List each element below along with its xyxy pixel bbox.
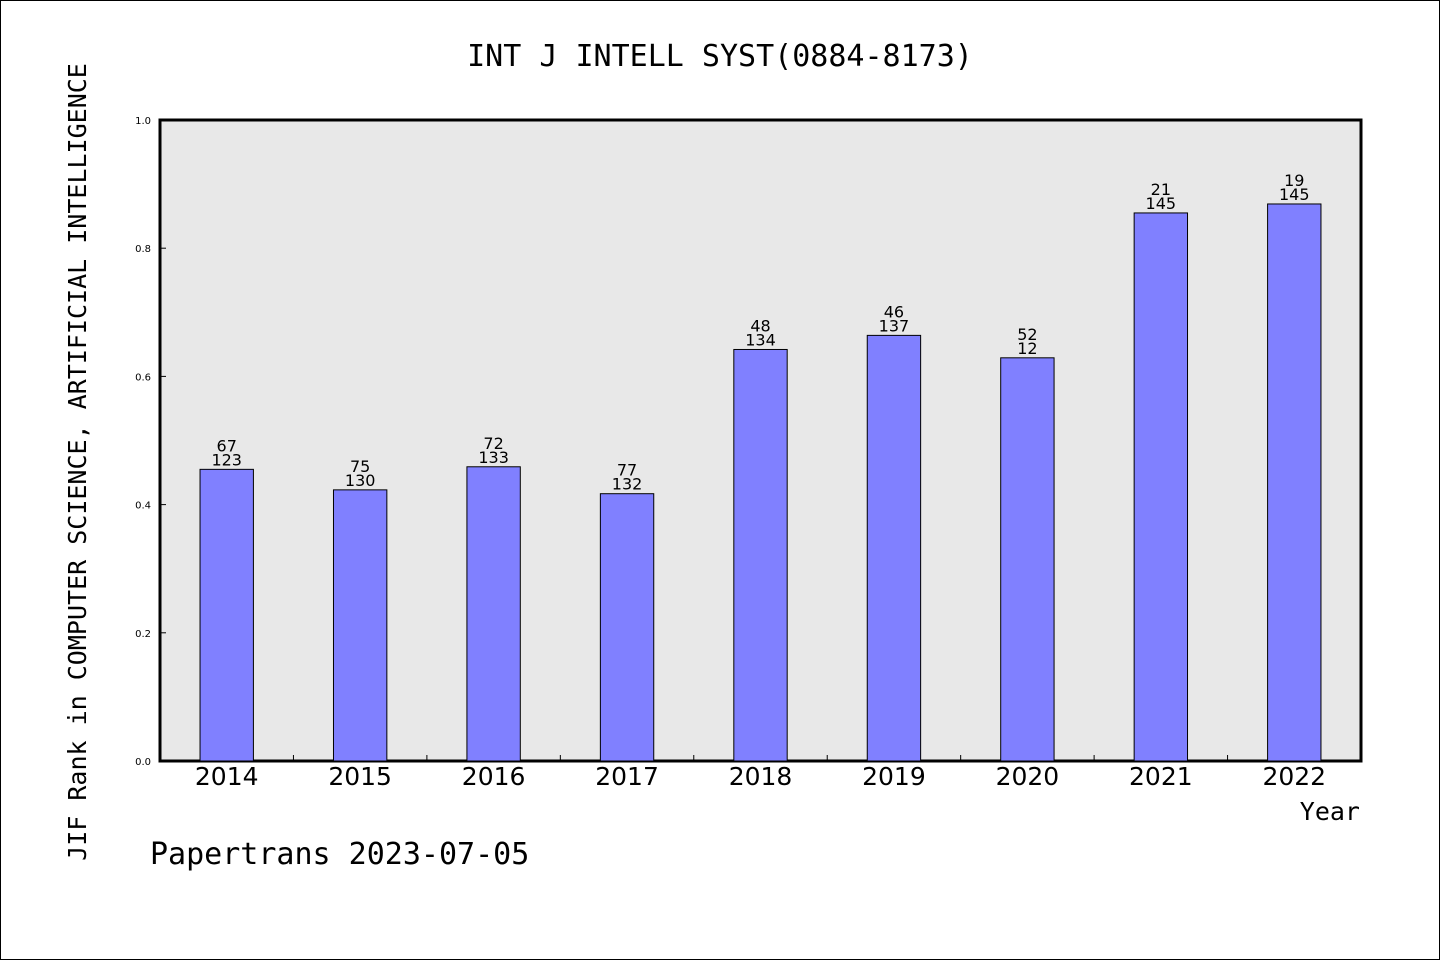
bar-label-rank-2018: 48 <box>750 316 770 335</box>
y-tick-label-4: 0.8 <box>135 244 151 255</box>
y-tick-label-2: 0.4 <box>135 501 151 512</box>
x-tick-label-2014: 2014 <box>195 762 259 791</box>
bar-label-total-2022: 145 <box>1279 185 1310 204</box>
x-tick-label-2016: 2016 <box>462 762 526 791</box>
x-tick-label-2019: 2019 <box>862 762 926 791</box>
x-tick-label-2015: 2015 <box>328 762 392 791</box>
bar-2014 <box>199 468 254 762</box>
bar-2015 <box>332 489 388 762</box>
bar-label-total-2018: 134 <box>745 330 776 349</box>
bar-2019 <box>866 334 922 762</box>
bar-2017 <box>599 493 655 762</box>
x-tick-label-2021: 2021 <box>1129 762 1193 791</box>
bar-2018 <box>733 348 788 762</box>
bar-label-total-2014: 123 <box>211 450 242 469</box>
bar-2016 <box>466 466 521 762</box>
x-tick-label-2018: 2018 <box>729 762 793 791</box>
chart-title: INT J INTELL SYST(0884-8173) <box>467 39 973 74</box>
bar-label-rank-2017: 77 <box>617 461 637 480</box>
bar-label-rank-2015: 75 <box>350 457 370 476</box>
bar-label-rank-2022: 19 <box>1284 171 1304 190</box>
bar-2021 <box>1133 212 1189 762</box>
y-axis-label: JIF Rank in COMPUTER SCIENCE, ARTIFICIAL… <box>63 63 92 861</box>
bar-label-total-2015: 130 <box>345 471 376 490</box>
bar-label-total-2019: 137 <box>879 316 910 335</box>
bar-label-rank-2019: 46 <box>884 302 904 321</box>
bar-label-total-2021: 145 <box>1146 194 1177 213</box>
y-tick-label-1: 0.2 <box>135 629 151 640</box>
bar-2020 <box>1000 357 1055 762</box>
bar-2022 <box>1267 203 1322 762</box>
y-axis: 0.0 0.2 0.4 0.6 0.8 1.0 <box>135 116 166 768</box>
bar-label-rank-2014: 67 <box>217 436 237 455</box>
bar-label-rank-2020: 52 <box>1017 325 1037 344</box>
bar-label-rank-2021: 21 <box>1151 180 1171 199</box>
x-tick-label-2022: 2022 <box>1262 762 1326 791</box>
bar-label-total-2020: 12 <box>1017 339 1037 358</box>
x-axis-label: Year <box>1300 797 1360 826</box>
y-tick-label-5: 1.0 <box>135 116 151 127</box>
bar-label-total-2017: 132 <box>612 475 643 494</box>
x-tick-label-2020: 2020 <box>996 762 1060 791</box>
bar-label-rank-2016: 72 <box>483 434 503 453</box>
y-tick-label-3: 0.6 <box>135 372 151 383</box>
x-tick-label-2017: 2017 <box>595 762 659 791</box>
footer-text: Papertrans 2023-07-05 <box>150 837 529 872</box>
x-axis: 2014 2015 2016 2017 2018 2019 2020 2021 2022 <box>195 755 1326 791</box>
bar-label-total-2016: 133 <box>478 448 509 467</box>
y-tick-label-0: 0.0 <box>135 757 151 768</box>
